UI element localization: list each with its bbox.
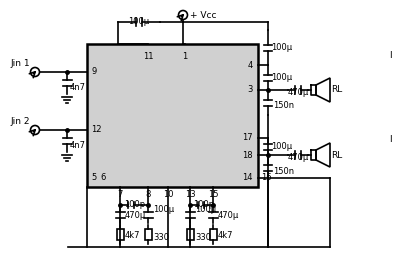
Text: 100p: 100p bbox=[193, 200, 214, 209]
Polygon shape bbox=[316, 78, 330, 102]
Text: 1: 1 bbox=[182, 52, 188, 61]
Text: 14: 14 bbox=[242, 173, 253, 183]
Text: 8: 8 bbox=[145, 190, 151, 199]
Circle shape bbox=[30, 125, 40, 135]
Text: l: l bbox=[389, 51, 391, 59]
Text: 470µ: 470µ bbox=[125, 211, 146, 219]
Circle shape bbox=[30, 68, 40, 76]
Text: 4n7: 4n7 bbox=[70, 83, 86, 91]
Text: 9: 9 bbox=[91, 68, 96, 76]
Text: 100µ: 100µ bbox=[195, 205, 216, 214]
Polygon shape bbox=[316, 143, 330, 167]
Text: 16: 16 bbox=[261, 173, 272, 183]
Text: l: l bbox=[389, 135, 391, 145]
Text: 15: 15 bbox=[208, 190, 218, 199]
Text: RL: RL bbox=[331, 151, 342, 160]
Text: 13: 13 bbox=[185, 190, 195, 199]
Circle shape bbox=[178, 10, 188, 20]
Text: 470µ: 470µ bbox=[287, 153, 309, 162]
Text: 150n: 150n bbox=[273, 167, 294, 176]
Bar bbox=[87, 44, 258, 187]
Text: RL: RL bbox=[331, 86, 342, 94]
Text: 100µ: 100µ bbox=[271, 73, 292, 82]
Text: 4n7: 4n7 bbox=[70, 140, 86, 150]
Text: 12: 12 bbox=[91, 125, 102, 135]
Text: 100µ: 100µ bbox=[271, 142, 292, 151]
Text: 150n: 150n bbox=[273, 102, 294, 110]
Bar bbox=[116, 229, 124, 240]
Text: 100µ: 100µ bbox=[128, 17, 150, 26]
Text: 3: 3 bbox=[248, 86, 253, 94]
Text: 17: 17 bbox=[242, 134, 253, 142]
Text: 100µ: 100µ bbox=[153, 205, 174, 214]
Text: 11: 11 bbox=[143, 52, 153, 61]
Text: 18: 18 bbox=[242, 151, 253, 160]
Text: 470µ: 470µ bbox=[287, 88, 309, 97]
Text: 4k7: 4k7 bbox=[218, 230, 234, 240]
Text: 5: 5 bbox=[91, 173, 96, 183]
Text: 100p: 100p bbox=[124, 200, 145, 209]
Text: 330: 330 bbox=[195, 233, 211, 243]
Bar bbox=[186, 229, 194, 240]
Text: 100µ: 100µ bbox=[271, 42, 292, 52]
Text: 470µ: 470µ bbox=[218, 211, 239, 219]
Text: + Vcc: + Vcc bbox=[190, 10, 216, 20]
Text: 10: 10 bbox=[163, 190, 173, 199]
Text: Jin 1: Jin 1 bbox=[10, 59, 30, 69]
Text: 7: 7 bbox=[117, 190, 123, 199]
Bar bbox=[210, 229, 216, 240]
Text: Jin 2: Jin 2 bbox=[10, 118, 30, 126]
Text: 330: 330 bbox=[153, 233, 169, 243]
Text: 4: 4 bbox=[248, 60, 253, 70]
Text: 6: 6 bbox=[100, 173, 105, 183]
Text: 4k7: 4k7 bbox=[125, 230, 140, 240]
Bar bbox=[144, 229, 152, 240]
